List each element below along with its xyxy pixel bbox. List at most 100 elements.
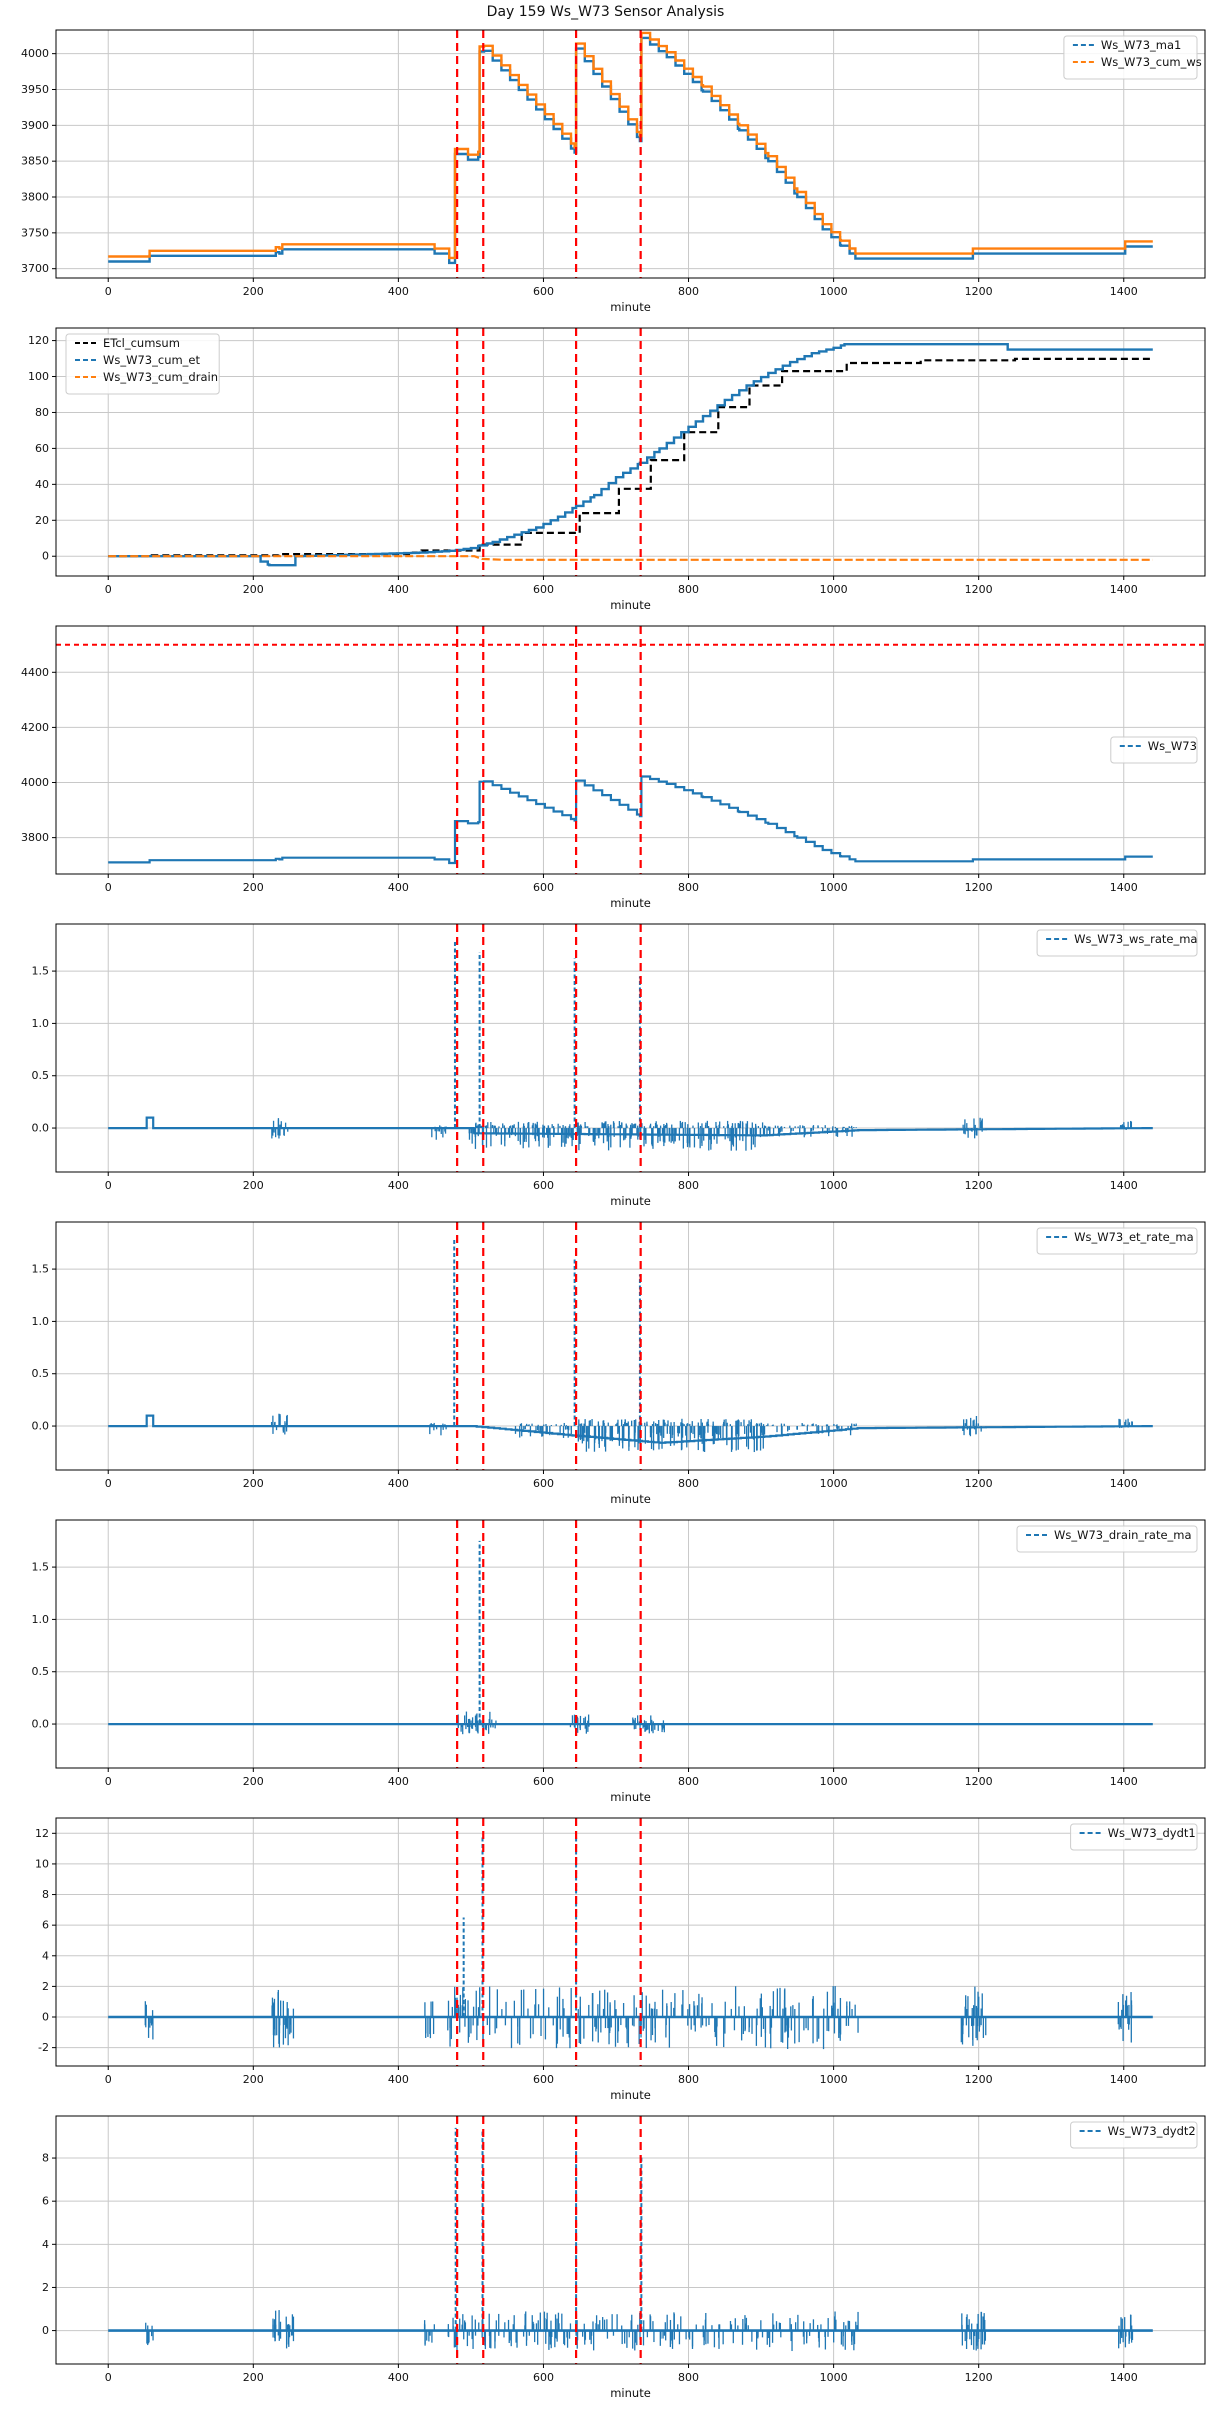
svg-text:10: 10 [35, 1857, 49, 1870]
svg-text:400: 400 [388, 1179, 409, 1192]
subplot-dydt2-canvas: 0 200 400 600 800 1000 1200 1400 minute 0 2 4 6 8 Ws_W… [42, 2115, 1206, 2400]
svg-text:200: 200 [243, 881, 264, 894]
svg-text:120: 120 [28, 334, 49, 347]
svg-text:200: 200 [243, 2371, 264, 2384]
svg-text:0: 0 [105, 881, 112, 894]
svg-text:3750: 3750 [21, 226, 49, 239]
legend-label: Ws_W73_dydt1 [1108, 1826, 1196, 1840]
subplot-ws-ma1-canvas: 0 200 400 600 800 1000 1200 1400minute370037503… [21, 29, 1206, 314]
svg-text:600: 600 [533, 1477, 554, 1490]
event-vlines [456, 328, 642, 576]
svg-text:1200: 1200 [965, 1179, 993, 1192]
legend: ETcl_cumsum Ws_W73_cum_et Ws_W73_cum_drain [65, 333, 220, 395]
svg-text:200: 200 [243, 1477, 264, 1490]
subplot-dydt1-canvas: 0 200 400 600 800 1000 1200 1400 minute -2 0 2 4 6 8 10… [35, 1817, 1206, 2102]
event-vlines [456, 30, 642, 278]
svg-text:1000: 1000 [820, 2073, 848, 2086]
svg-text:1400: 1400 [1110, 2073, 1138, 2086]
axes-frame [55, 923, 1206, 1173]
svg-text:6: 6 [42, 2195, 49, 2208]
subplot-ws-rate-canvas: 0 200 400 600 800 1000 1200 1400 minute 0.0 0.5 1.0… [32, 923, 1206, 1208]
svg-text:40: 40 [35, 478, 49, 491]
svg-text:1.5: 1.5 [32, 965, 50, 978]
svg-text:1400: 1400 [1110, 583, 1138, 596]
legend-label: Ws_W73_dydt2 [1108, 2124, 1196, 2138]
x-axis-label: minute [610, 1492, 651, 1506]
svg-text:1200: 1200 [965, 1477, 993, 1490]
svg-text:800: 800 [678, 881, 699, 894]
svg-text:4400: 4400 [21, 666, 49, 679]
event-vlines [456, 2116, 642, 2364]
series-noise [270, 1413, 1133, 1453]
legend-label: Ws_W73_ma1 [1101, 38, 1181, 52]
svg-text:3800: 3800 [21, 831, 49, 844]
axes-frame [55, 1519, 1206, 1769]
svg-text:4200: 4200 [21, 721, 49, 734]
svg-text:800: 800 [678, 1775, 699, 1788]
svg-text:400: 400 [388, 2073, 409, 2086]
svg-text:1.5: 1.5 [32, 1561, 50, 1574]
legend: Ws_W73_ma1 Ws_W73_cum_ws [1063, 35, 1202, 80]
svg-text:1.0: 1.0 [32, 1315, 50, 1328]
svg-text:3850: 3850 [21, 155, 49, 168]
svg-text:1000: 1000 [820, 285, 848, 298]
svg-text:0: 0 [105, 1477, 112, 1490]
svg-text:200: 200 [243, 1179, 264, 1192]
svg-text:800: 800 [678, 2371, 699, 2384]
series-spikes [453, 1239, 641, 1427]
y-axis: 0.0 0.5 1.0 1.5 [32, 965, 56, 1135]
svg-text:1.0: 1.0 [32, 1613, 50, 1626]
y-axis: 0.0 0.5 1.0 1.5 [32, 1263, 56, 1433]
subplot-drain-rate-canvas: 0 200 400 600 800 1000 1200 1400 minute 0.0 0.5 1.0… [32, 1519, 1206, 1804]
svg-text:600: 600 [533, 2073, 554, 2086]
svg-text:200: 200 [243, 2073, 264, 2086]
legend-label: Ws_W73_cum_drain [103, 370, 218, 384]
series-noise [145, 2310, 1134, 2352]
x-axis: 0 200 400 600 800 1000 1200 1400 [105, 1768, 1138, 1788]
svg-text:1400: 1400 [1110, 1775, 1138, 1788]
axes-frame [55, 1817, 1206, 2067]
x-axis-label: minute [610, 598, 651, 612]
y-axis: 0 2 4 6 8 [42, 2152, 56, 2337]
svg-text:1.0: 1.0 [32, 1017, 50, 1030]
series-noise [271, 1117, 1133, 1151]
subplot-dydt2: 0 200 400 600 800 1000 1200 1400 minute 0 2 4 6 8 Ws_W… [0, 2108, 1211, 2406]
svg-text:60: 60 [35, 442, 49, 455]
svg-text:600: 600 [533, 1775, 554, 1788]
svg-text:2: 2 [42, 2281, 49, 2294]
x-axis: 0 200 400 600 800 1000 1200 1400 [105, 576, 1138, 596]
svg-text:1200: 1200 [965, 285, 993, 298]
svg-text:200: 200 [243, 583, 264, 596]
series-Ws_W73_cum_et [108, 343, 1153, 567]
svg-text:3950: 3950 [21, 83, 49, 96]
y-axis: 0 20 40 60 80 100 120 [28, 334, 56, 563]
svg-text:1400: 1400 [1110, 1179, 1138, 1192]
svg-text:4000: 4000 [21, 47, 49, 60]
axes-frame [55, 625, 1206, 875]
svg-text:4: 4 [42, 1949, 49, 1962]
legend-label: Ws_W73_cum_et [103, 353, 201, 367]
x-axis-label: minute [610, 2386, 651, 2400]
legend-label: Ws_W73_et_rate_ma [1074, 1230, 1194, 1244]
svg-text:1000: 1000 [820, 881, 848, 894]
svg-text:0.0: 0.0 [32, 1122, 50, 1135]
svg-text:600: 600 [533, 2371, 554, 2384]
svg-text:1400: 1400 [1110, 881, 1138, 894]
svg-text:800: 800 [678, 1477, 699, 1490]
plot-series [108, 941, 1153, 1151]
svg-text:20: 20 [35, 514, 49, 527]
subplot-cumulative: 0 200 400 600 800 1000 1200 1400 minute 0 20 40 60 80… [0, 320, 1211, 618]
svg-text:800: 800 [678, 583, 699, 596]
grid [56, 626, 1205, 874]
x-axis-label: minute [610, 1790, 651, 1804]
subplot-drain-rate: 0 200 400 600 800 1000 1200 1400 minute 0.0 0.5 1.0… [0, 1512, 1211, 1810]
plot-series [108, 343, 1154, 567]
svg-text:800: 800 [678, 2073, 699, 2086]
x-axis: 0 200 400 600 800 1000 1200 1400 [105, 2066, 1138, 2086]
x-axis: 0 200 400 600 800 1000 1200 1400 [105, 2364, 1138, 2384]
svg-text:12: 12 [35, 1827, 49, 1840]
subplot-et-rate: 0 200 400 600 800 1000 1200 1400 minute 0.0 0.5 1.0… [0, 1214, 1211, 1512]
event-vlines [456, 1520, 642, 1768]
legend-label: Ws_W73_ws_rate_ma [1074, 932, 1197, 946]
legend: Ws_W73_dydt1 [1070, 1823, 1198, 1851]
